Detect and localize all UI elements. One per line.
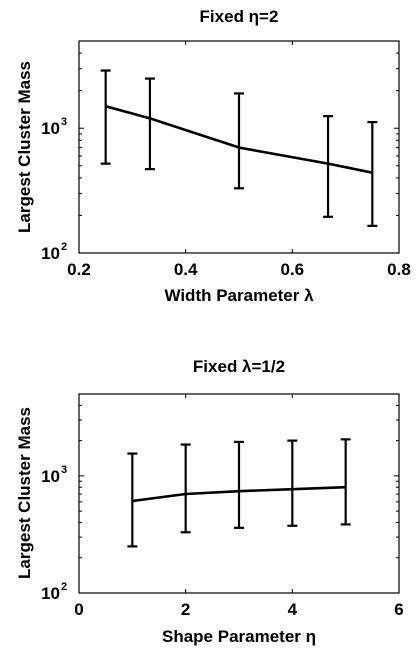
chart-panel-bottom: Fixed λ=1/2 Shape Parameter η Largest Cl… (15, 357, 404, 646)
y-tick-exponent: 3 (61, 116, 67, 128)
y-tick-label: 10 (41, 467, 60, 486)
series-line (105, 104, 373, 174)
x-tick-label: 0.6 (281, 260, 305, 279)
series-line (132, 485, 346, 503)
data-layer (100, 69, 378, 227)
y-tick-exponent: 2 (61, 241, 67, 253)
y-tick-exponent: 3 (61, 464, 67, 476)
chart-panel-top: Fixed η=2 Width Parameter λ Largest Clus… (15, 7, 411, 305)
y-tick-label: 10 (41, 584, 60, 603)
x-tick-label: 0.2 (67, 260, 91, 279)
y-tick-label: 10 (41, 244, 60, 263)
chart-title: Fixed η=2 (200, 7, 279, 26)
plot-frame (78, 393, 400, 594)
x-axis-label: Width Parameter λ (164, 286, 314, 305)
y-tick-exponent: 2 (61, 581, 67, 593)
x-tick-label: 6 (394, 600, 403, 619)
x-tick-label: 4 (288, 600, 298, 619)
x-axis-label: Shape Parameter η (162, 627, 316, 646)
data-layer (127, 438, 351, 548)
x-tick-label: 0.8 (387, 260, 411, 279)
chart-title: Fixed λ=1/2 (193, 357, 285, 376)
x-tick-label: 0.4 (174, 260, 198, 279)
y-axis-label: Largest Cluster Mass (15, 407, 34, 579)
x-tick-label: 0 (74, 600, 83, 619)
plot-frame (78, 40, 400, 254)
y-axis-label: Largest Cluster Mass (15, 61, 34, 233)
y-tick-label: 10 (41, 119, 60, 138)
x-tick-label: 2 (181, 600, 190, 619)
